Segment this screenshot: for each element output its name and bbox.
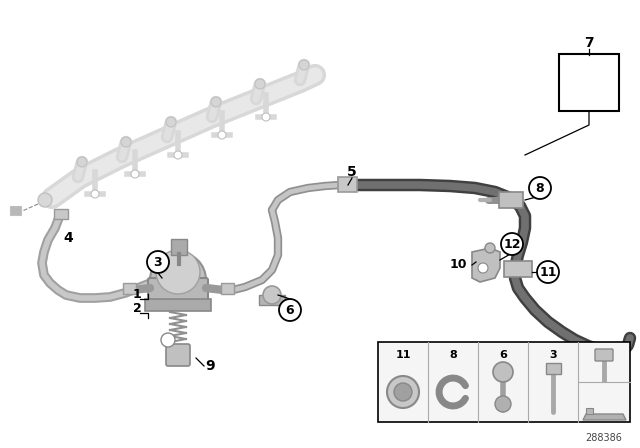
FancyBboxPatch shape xyxy=(145,299,211,311)
FancyBboxPatch shape xyxy=(54,210,67,220)
FancyBboxPatch shape xyxy=(378,342,630,422)
Circle shape xyxy=(537,261,559,283)
Text: 12: 12 xyxy=(596,350,612,360)
Circle shape xyxy=(485,243,495,253)
Text: 12: 12 xyxy=(503,237,521,250)
FancyBboxPatch shape xyxy=(559,54,619,111)
Circle shape xyxy=(263,286,281,304)
Text: 10: 10 xyxy=(449,258,467,271)
Polygon shape xyxy=(583,414,626,420)
FancyBboxPatch shape xyxy=(504,261,532,277)
FancyBboxPatch shape xyxy=(171,239,187,255)
Text: 6: 6 xyxy=(285,303,294,316)
Circle shape xyxy=(529,177,551,199)
Circle shape xyxy=(156,250,200,294)
Circle shape xyxy=(77,157,87,167)
Circle shape xyxy=(147,251,169,273)
FancyBboxPatch shape xyxy=(221,284,234,294)
Text: 4: 4 xyxy=(63,231,73,245)
Circle shape xyxy=(493,362,513,382)
FancyBboxPatch shape xyxy=(337,177,356,193)
Text: 11: 11 xyxy=(540,266,557,279)
Circle shape xyxy=(299,60,309,70)
Circle shape xyxy=(387,376,419,408)
Circle shape xyxy=(495,396,511,412)
Polygon shape xyxy=(586,408,593,414)
Circle shape xyxy=(38,193,52,207)
Circle shape xyxy=(394,383,412,401)
Circle shape xyxy=(501,233,523,255)
Text: 5: 5 xyxy=(347,165,357,179)
FancyBboxPatch shape xyxy=(10,207,20,215)
FancyBboxPatch shape xyxy=(122,284,136,294)
Text: 8: 8 xyxy=(449,350,457,360)
Text: 9: 9 xyxy=(205,359,215,373)
Circle shape xyxy=(218,131,226,139)
FancyBboxPatch shape xyxy=(259,295,285,305)
FancyBboxPatch shape xyxy=(148,278,208,304)
Polygon shape xyxy=(472,248,500,282)
Text: 1: 1 xyxy=(133,288,141,301)
Circle shape xyxy=(211,97,221,107)
Circle shape xyxy=(121,137,131,147)
Text: 3: 3 xyxy=(154,255,163,268)
Text: 3: 3 xyxy=(549,350,557,360)
Circle shape xyxy=(166,117,176,127)
Text: 11: 11 xyxy=(396,350,411,360)
Text: 8: 8 xyxy=(536,181,544,194)
FancyBboxPatch shape xyxy=(545,363,561,375)
Circle shape xyxy=(478,263,488,273)
Circle shape xyxy=(255,79,265,89)
Circle shape xyxy=(131,170,139,178)
Circle shape xyxy=(91,190,99,198)
Circle shape xyxy=(262,113,270,121)
FancyBboxPatch shape xyxy=(595,349,613,361)
Text: 7: 7 xyxy=(584,36,594,50)
Circle shape xyxy=(161,333,175,347)
Text: 6: 6 xyxy=(499,350,507,360)
Circle shape xyxy=(174,151,182,159)
Circle shape xyxy=(150,252,206,308)
Circle shape xyxy=(279,299,301,321)
Text: 288386: 288386 xyxy=(585,433,622,443)
FancyBboxPatch shape xyxy=(166,344,190,366)
FancyBboxPatch shape xyxy=(499,192,523,208)
Text: 2: 2 xyxy=(133,302,141,315)
